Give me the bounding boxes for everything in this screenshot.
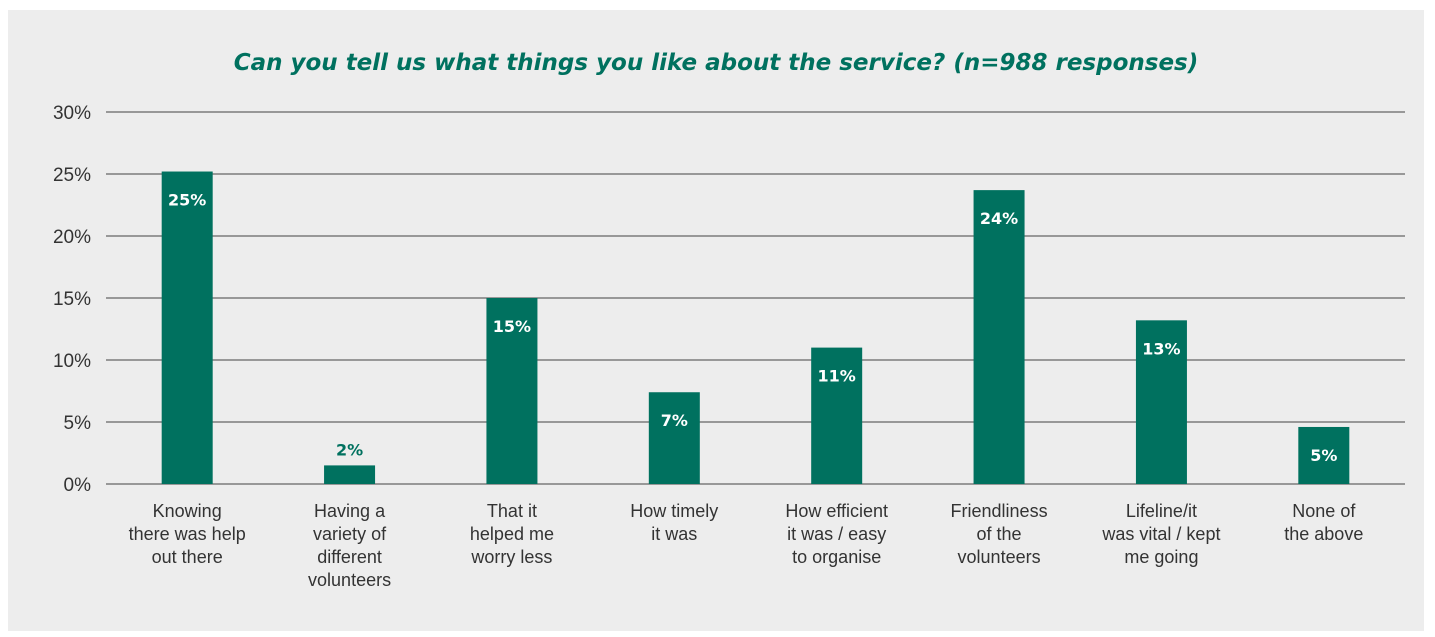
chart-panel: Can you tell us what things you like abo… [8,10,1424,631]
x-category-label-line: helped me [470,524,554,544]
x-category-label-line: there was help [129,524,246,544]
bar [161,171,213,484]
y-tick-label: 25% [53,165,91,186]
x-category-label: Friendliness of the volunteers [951,501,1048,567]
x-category-label-line: volunteers [958,547,1041,567]
x-category-label-line: was vital / kept [1101,524,1220,544]
x-category-label: That it helped me worry less [470,501,554,567]
data-label: 11% [818,367,856,386]
bar [486,298,538,484]
x-category-label-line: out there [152,547,223,567]
x-category-label-line: different [317,547,382,567]
data-label: 2% [336,440,363,459]
data-label: 24% [980,209,1018,228]
x-category-label-line: Knowing [153,501,222,521]
bar [811,347,863,484]
x-category-label: Lifeline/it was vital / kept me going [1101,501,1220,567]
y-tick-label: 5% [64,413,92,434]
x-category-label: How timely it was [630,501,718,544]
x-category-label-line: Lifeline/it [1126,501,1197,521]
x-category-label-line: That it [487,501,537,521]
x-category-label-line: How efficient [785,501,888,521]
data-label: 13% [1142,339,1180,358]
x-category-label: Knowing there was help out there [129,501,246,567]
x-category-label-line: to organise [792,547,881,567]
x-category-label-line: variety of [313,524,387,544]
bar [1298,426,1350,484]
bar [324,465,376,484]
y-tick-label: 10% [53,351,91,372]
bar [1135,320,1187,484]
y-tick-label: 20% [53,227,91,248]
y-tick-label: 30% [53,103,91,124]
x-category-label-line: volunteers [308,570,391,590]
data-label: 25% [168,191,206,210]
bar [973,190,1025,484]
data-label: 7% [661,411,688,430]
x-category-label-line: it was [651,524,697,544]
y-tick-label: 15% [53,289,91,310]
x-category-label-line: me going [1124,547,1198,567]
x-category-label-line: worry less [470,547,552,567]
x-category-label-line: the above [1284,524,1363,544]
data-label: 15% [493,317,531,336]
y-tick-label: 0% [64,475,92,496]
x-category-label-line: None of [1292,501,1356,521]
bar [648,392,700,484]
x-category-label-line: Having a [314,501,386,521]
x-category-label-line: Friendliness [951,501,1048,521]
x-category-label: Having a variety of different volunteers [308,501,391,590]
x-category-label-line: it was / easy [787,524,886,544]
x-category-label-line: of the [977,524,1022,544]
x-category-label-line: How timely [630,501,718,521]
x-category-label: How efficient it was / easy to organise [785,501,888,567]
data-label: 5% [1310,446,1337,465]
x-category-label: None of the above [1284,501,1363,544]
chart-title: Can you tell us what things you like abo… [233,50,1199,76]
